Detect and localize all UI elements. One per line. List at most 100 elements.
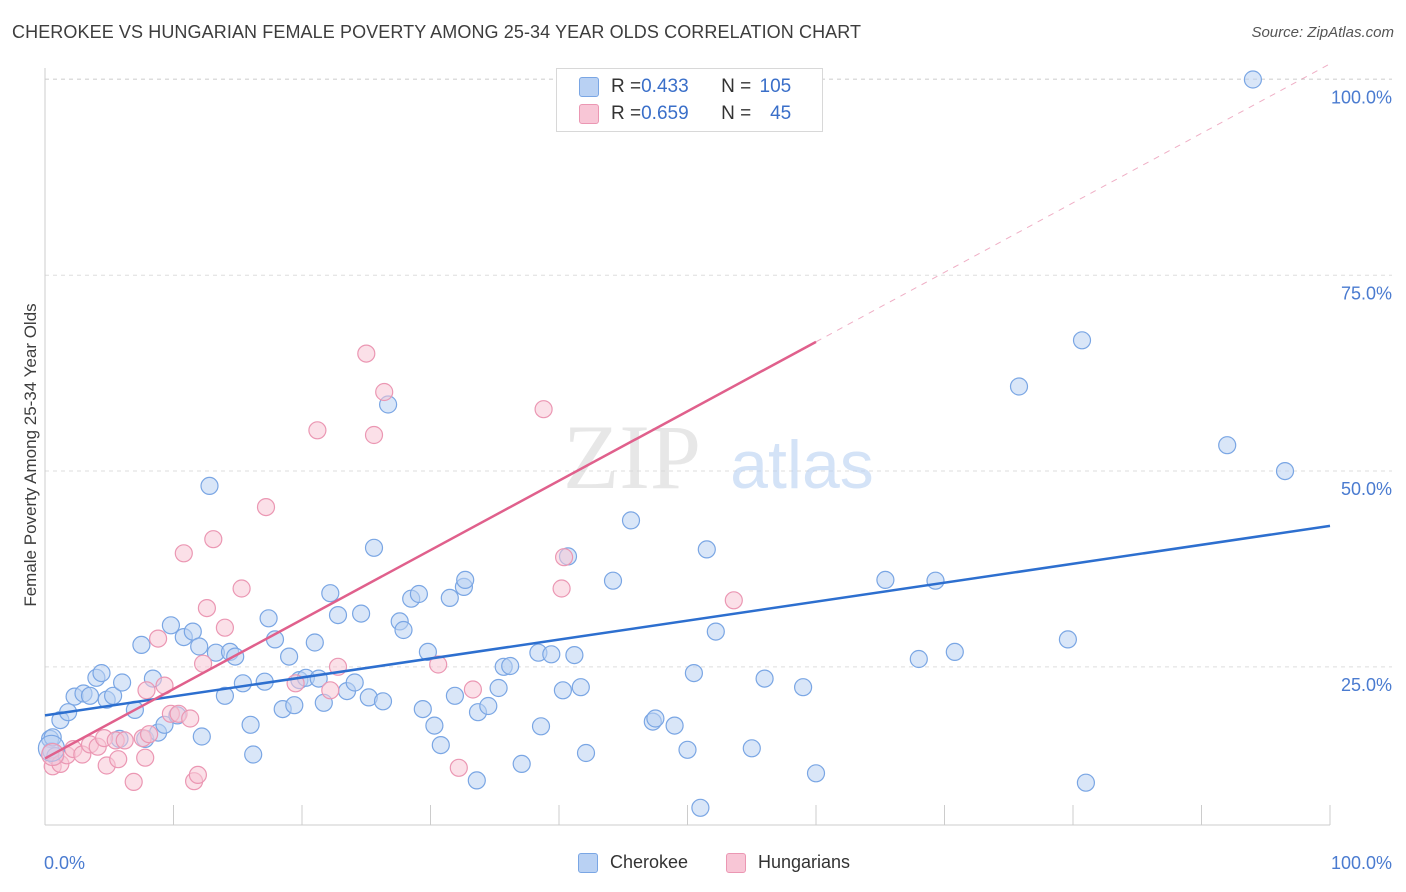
cherokee-point xyxy=(706,622,725,641)
legend-hungarians-label: Hungarians xyxy=(758,852,851,872)
hungarians-point xyxy=(554,548,574,567)
cherokee-point xyxy=(646,709,665,728)
cherokee-point xyxy=(742,739,761,758)
hungarians-point xyxy=(724,591,743,610)
cherokee-point xyxy=(321,584,340,603)
hungarians-point xyxy=(188,765,207,785)
cherokee-point xyxy=(425,716,444,735)
hungarians-n-label: N = xyxy=(721,103,752,124)
hungarians-point xyxy=(181,709,200,728)
tick-label-layer: 25.0% 50.0% 75.0% 100.0% 0.0% 100.0% xyxy=(44,88,1392,874)
cherokee-r-label: R = xyxy=(611,76,642,97)
hungarians-point xyxy=(534,400,553,419)
cherokee-point xyxy=(678,740,697,759)
cherokee-swatch xyxy=(579,77,599,97)
y-tick-label: 50.0% xyxy=(1341,479,1392,499)
hungarians-r-label: R = xyxy=(611,103,642,124)
grid-layer xyxy=(45,78,1392,668)
hungarians-trend-line xyxy=(44,340,817,760)
cherokee-point xyxy=(793,678,813,697)
hungarians-point xyxy=(321,681,340,700)
cherokee-point xyxy=(200,476,219,495)
cherokee-point xyxy=(364,538,384,557)
cherokee-point xyxy=(926,571,945,590)
hungarians-point xyxy=(364,425,384,445)
hungarians-point xyxy=(449,758,468,777)
legend-row-hungarians: R = 0.659 N = 45 xyxy=(579,102,791,126)
chart-title: CHEROKEE VS HUNGARIAN FEMALE POVERTY AMO… xyxy=(12,22,862,42)
cherokee-point xyxy=(512,754,531,774)
cherokee-point xyxy=(345,673,364,692)
cherokee-point xyxy=(445,686,464,705)
hungarians-point xyxy=(137,681,156,700)
cherokee-point xyxy=(1076,773,1096,792)
cherokee-point xyxy=(244,745,263,764)
cherokee-point xyxy=(755,669,774,688)
y-tick-label: 75.0% xyxy=(1341,283,1392,303)
cherokee-point xyxy=(479,696,498,716)
cherokee-point xyxy=(467,771,486,790)
cherokee-point xyxy=(542,645,561,664)
cherokee-point xyxy=(352,604,371,623)
cherokee-point xyxy=(489,678,508,698)
y-tick-label: 100.0% xyxy=(1331,88,1392,108)
cherokee-point xyxy=(1009,377,1029,396)
cherokee-point xyxy=(259,609,278,628)
cherokee-point xyxy=(684,663,704,683)
hungarians-point xyxy=(308,421,327,440)
y-tick-label: 25.0% xyxy=(1341,675,1392,695)
hungarians-point xyxy=(204,530,223,549)
cherokee-point xyxy=(501,656,520,676)
cherokee-point xyxy=(192,727,211,746)
watermark-zip: ZIP xyxy=(563,406,701,508)
cherokee-point xyxy=(806,764,826,783)
cherokee-point xyxy=(413,699,432,719)
cherokee-point xyxy=(945,642,964,662)
cherokee-point xyxy=(553,681,573,700)
cherokee-point xyxy=(565,645,584,665)
cherokee-point xyxy=(576,743,596,763)
hungarians-point xyxy=(256,498,276,517)
cherokee-point xyxy=(603,571,623,590)
hungarians-point xyxy=(429,655,448,674)
hungarians-swatch xyxy=(579,104,599,124)
hungarians-point xyxy=(375,382,394,402)
hungarians-point xyxy=(115,731,134,750)
cherokee-point xyxy=(305,633,324,652)
cherokee-point xyxy=(394,620,413,640)
hungarians-r-value: 0.659 xyxy=(641,103,689,124)
x-tick-label: 100.0% xyxy=(1331,853,1392,873)
cherokee-point xyxy=(1243,70,1263,89)
cherokee-point xyxy=(328,605,348,625)
points-layer xyxy=(37,70,1295,817)
hungarians-point xyxy=(232,579,251,598)
hungarians-point xyxy=(552,579,571,598)
hungarians-point xyxy=(197,598,216,618)
cherokee-point xyxy=(280,647,299,666)
legend-cherokee-label: Cherokee xyxy=(610,852,689,872)
cherokee-point xyxy=(1275,462,1295,481)
cherokee-point xyxy=(161,616,180,635)
watermark: ZIP atlas xyxy=(563,406,874,508)
legend-row-cherokee: R = 0.433 N = 105 xyxy=(579,75,791,99)
cherokee-point xyxy=(132,635,151,655)
cherokee-point xyxy=(80,686,100,705)
hungarians-point xyxy=(463,680,482,699)
axis-layer xyxy=(44,68,1331,826)
stats-legend: R = 0.433 N = 105 R = 0.659 N = 45 xyxy=(556,68,823,132)
legend-item-cherokee: Cherokee xyxy=(578,852,688,873)
cherokee-point xyxy=(697,540,716,559)
hungarians-point xyxy=(149,629,168,648)
cherokee-point xyxy=(215,686,234,705)
hungarians-trend-extension xyxy=(815,63,1331,343)
cherokee-r-value: 0.433 xyxy=(641,76,689,97)
cherokee-point xyxy=(621,511,641,530)
cherokee-point xyxy=(876,570,895,590)
cherokee-point xyxy=(233,674,252,693)
hungarians-point xyxy=(136,748,155,767)
legend-hungarians-swatch xyxy=(726,852,746,873)
trend-layer xyxy=(44,63,1331,760)
cherokee-n-value: 105 xyxy=(759,76,792,97)
cherokee-point xyxy=(1218,436,1237,455)
